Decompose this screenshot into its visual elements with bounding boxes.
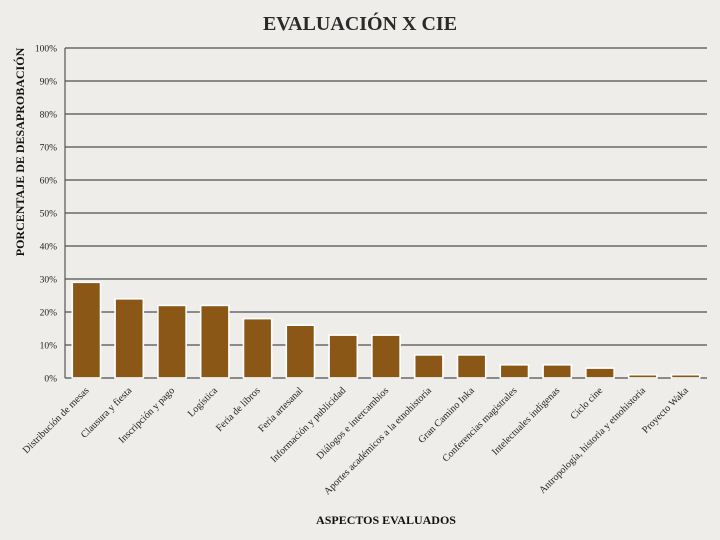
y-tick-label: 20% — [40, 309, 58, 319]
bar — [199, 304, 230, 379]
chart-title: EVALUACIÓN X CIE — [263, 11, 457, 35]
y-tick-label: 100% — [35, 45, 57, 55]
y-tick-label: 0% — [44, 375, 57, 385]
x-tick-label: Información y publicidad — [269, 385, 349, 465]
x-tick-label: Proyecto Waka — [640, 385, 691, 436]
y-tick-label: 90% — [40, 78, 58, 88]
y-tick-label: 40% — [40, 243, 58, 253]
bar — [114, 297, 145, 379]
y-tick-label: 30% — [40, 276, 58, 286]
bar — [456, 354, 487, 379]
y-tick-label: 80% — [40, 111, 58, 121]
x-axis-label: ASPECTOS EVALUADOS — [316, 513, 456, 527]
bar — [71, 281, 102, 379]
y-tick-label: 10% — [40, 342, 58, 352]
bars — [71, 281, 701, 379]
y-tick-labels: 0% 10% 20% 30% 40% 50% 60% 70% 80% 90% 100% — [35, 45, 57, 385]
bar — [371, 334, 401, 379]
y-tick-label: 60% — [40, 177, 58, 187]
bar — [585, 367, 615, 379]
x-tick-label: Conferencias magistrales — [440, 385, 519, 464]
bar — [542, 363, 573, 379]
bar — [413, 354, 444, 379]
bar — [499, 363, 530, 379]
bar — [242, 317, 273, 379]
y-axis-label: PORCENTAJE DE DESAPROBACIÓN — [13, 47, 27, 256]
bar — [285, 324, 316, 379]
x-tick-label: Ciclo cine — [568, 385, 605, 422]
bar — [157, 304, 187, 379]
bar — [627, 373, 658, 379]
bar — [328, 334, 359, 379]
x-tick-label: Distribución de mesas — [21, 385, 92, 456]
bar — [670, 373, 701, 379]
y-tick-label: 70% — [40, 144, 58, 154]
y-tick-label: 50% — [40, 210, 58, 220]
x-tick-label: Diálogos e intercambios — [315, 385, 392, 462]
x-tick-label: Logística — [186, 385, 220, 419]
